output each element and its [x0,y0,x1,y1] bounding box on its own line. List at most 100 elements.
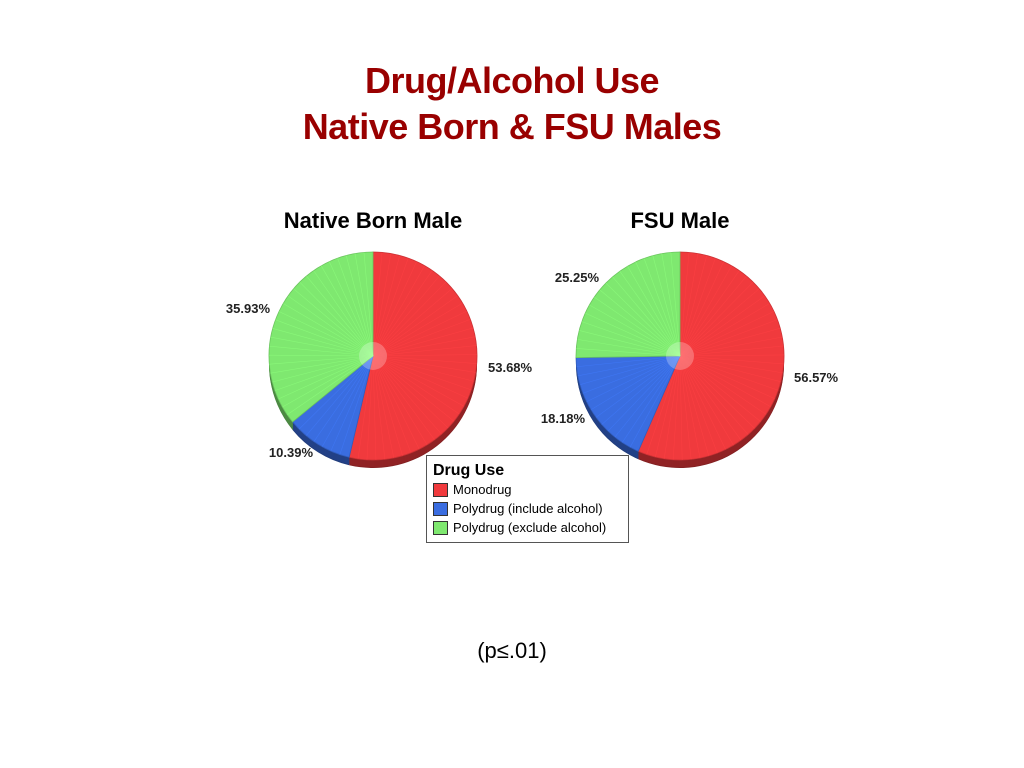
pie-facet-monodrug [372,281,447,357]
pie-facet-monodrug [679,355,775,399]
pie-facet-monodrug [679,319,778,357]
data-label-polydrug-exclude-alcohol: 35.93% [226,301,271,316]
pie-facet-monodrug [372,345,477,357]
pie-facet-monodrug [372,355,412,453]
pie-facet-monodrug [372,355,442,435]
pie-facet-monodrug [372,252,383,357]
pie-facet-polydrug-exclude-alcohol [612,276,681,357]
pie-facet-polydrug-exclude-alcohol [306,275,374,357]
pie-facet-monodrug [679,355,718,454]
pie-facet-polydrug-include-alcohol [590,355,681,410]
pie-facet-polydrug-exclude-alcohol [619,270,681,357]
pie-facet-monodrug [679,261,724,357]
pie-facet-monodrug [679,355,701,459]
chart-title-fsu-male: FSU Male [630,208,729,233]
legend-item-polydrug-include-alcohol: Polydrug (include alcohol) [433,499,628,518]
pie-facet-monodrug [372,255,400,357]
pie-facet-monodrug [672,355,681,460]
pie-facet-polydrug-exclude-alcohol [268,354,374,357]
pie-facet-monodrug [679,355,784,365]
legend-swatch-polydrug-exclude-alcohol [433,520,448,535]
pie-facet-monodrug [679,355,710,457]
pie-facet-polydrug-exclude-alcohol [274,355,374,391]
pie-slice-monodrug [637,251,785,461]
pie-facet-monodrug [372,355,472,391]
pie-facet-polydrug-exclude-alcohol [328,261,374,357]
pie-facet-polydrug-exclude-alcohol [287,295,374,357]
pie-facet-polydrug-exclude-alcohol [272,328,374,357]
data-label-monodrug: 53.68% [488,360,533,375]
pie-facet-monodrug [679,355,692,460]
pie-facet-monodrug [366,355,374,460]
pie-facet-monodrug [372,355,435,440]
pie-facet-monodrug [679,355,779,391]
pie-facet-monodrug [372,355,377,460]
pie-facet-monodrug [679,355,726,450]
pie-slice-polydrug-include-alcohol [575,355,681,452]
pie-facet-polydrug-include-alcohol [622,355,681,443]
pie-facet-monodrug [679,255,708,357]
pie-facet-monodrug [372,355,395,458]
pie-facet-polydrug-exclude-alcohol [661,253,681,357]
data-label-polydrug-include-alcohol: 10.39% [269,445,314,460]
pie-facet-polydrug-include-alcohol [601,355,681,425]
pie-facet-monodrug [679,252,690,357]
pie-facet-polydrug-exclude-alcohol [283,303,374,357]
pie-facet-polydrug-include-alcohol [614,355,681,438]
legend: Drug Use Monodrug Polydrug (include alco… [426,455,629,543]
legend-swatch-monodrug [433,482,448,497]
pie-facet-monodrug [372,355,460,415]
pie-facet-monodrug [372,319,471,357]
pie-center-highlight [666,342,694,370]
pie-facet-monodrug [372,355,465,407]
pie-facet-polydrug-exclude-alcohol [270,336,374,357]
pie-facet-polydrug-exclude-alcohol [282,355,374,408]
pie-facet-monodrug [679,345,784,357]
pie-facet-monodrug [679,355,767,415]
pie-facet-polydrug-exclude-alcohol [275,319,374,357]
pie-facet-monodrug [372,355,477,364]
pie-facet-polydrug-include-alcohol [313,355,374,442]
pie-facet-polydrug-exclude-alcohol [594,296,681,357]
pie-facet-monodrug [679,270,740,357]
pie-facet-polydrug-exclude-alcohol [337,258,374,357]
pie-facet-polydrug-exclude-alcohol [354,253,374,357]
data-label-polydrug-exclude-alcohol: 25.25% [555,270,600,285]
pie-facet-polydrug-exclude-alcohol [605,282,681,357]
pie-facet-monodrug [372,355,420,450]
pie-chart-fsu-male: FSU Male 56.57% 18.18% 25.25% [541,208,839,468]
pie-facet-polydrug-exclude-alcohol [269,355,374,365]
pie-facet-polydrug-exclude-alcohol [313,270,374,357]
pie-facet-polydrug-exclude-alcohol [652,255,681,357]
slide-title: Drug/Alcohol Use Native Born & FSU Males [0,58,1024,150]
pie-facet-monodrug [679,355,781,382]
pie-facet-monodrug [679,295,765,357]
pie-facet-polydrug-exclude-alcohol [272,355,374,383]
pie-facet-monodrug [679,253,699,357]
legend-swatch-polydrug-include-alcohol [433,501,448,516]
pie-facet-monodrug [679,355,734,446]
pie-facet-polydrug-exclude-alcohol [299,281,374,357]
pie-facet-polydrug-exclude-alcohol [278,311,374,357]
pie-facet-monodrug [679,258,716,357]
legend-label-polydrug-include-alcohol: Polydrug (include alcohol) [453,501,603,516]
pie-facet-polydrug-include-alcohol [629,355,681,448]
pie-facet-polydrug-include-alcohol [577,355,681,377]
pie-facet-polydrug-exclude-alcohol [670,252,681,357]
pie-facet-monodrug [372,265,425,357]
pie-facet-polydrug-exclude-alcohol [269,345,374,357]
pie-facet-monodrug [679,355,761,422]
pie-facet-monodrug [679,311,775,357]
legend-item-polydrug-exclude-alcohol: Polydrug (exclude alcohol) [433,518,628,537]
slide-title-line-2: Native Born & FSU Males [302,106,722,147]
pie-facet-monodrug [372,310,467,357]
pie-facet-polydrug-exclude-alcohol [589,304,681,357]
pie-facet-monodrug [679,355,683,460]
pie-facet-polydrug-include-alcohol [330,355,374,452]
data-label-monodrug: 56.57% [794,370,839,385]
pie-facet-monodrug [372,295,458,357]
pie-facet-monodrug [679,281,754,357]
legend-label-polydrug-exclude-alcohol: Polydrug (exclude alcohol) [453,520,607,535]
pie-facet-monodrug [372,355,386,460]
